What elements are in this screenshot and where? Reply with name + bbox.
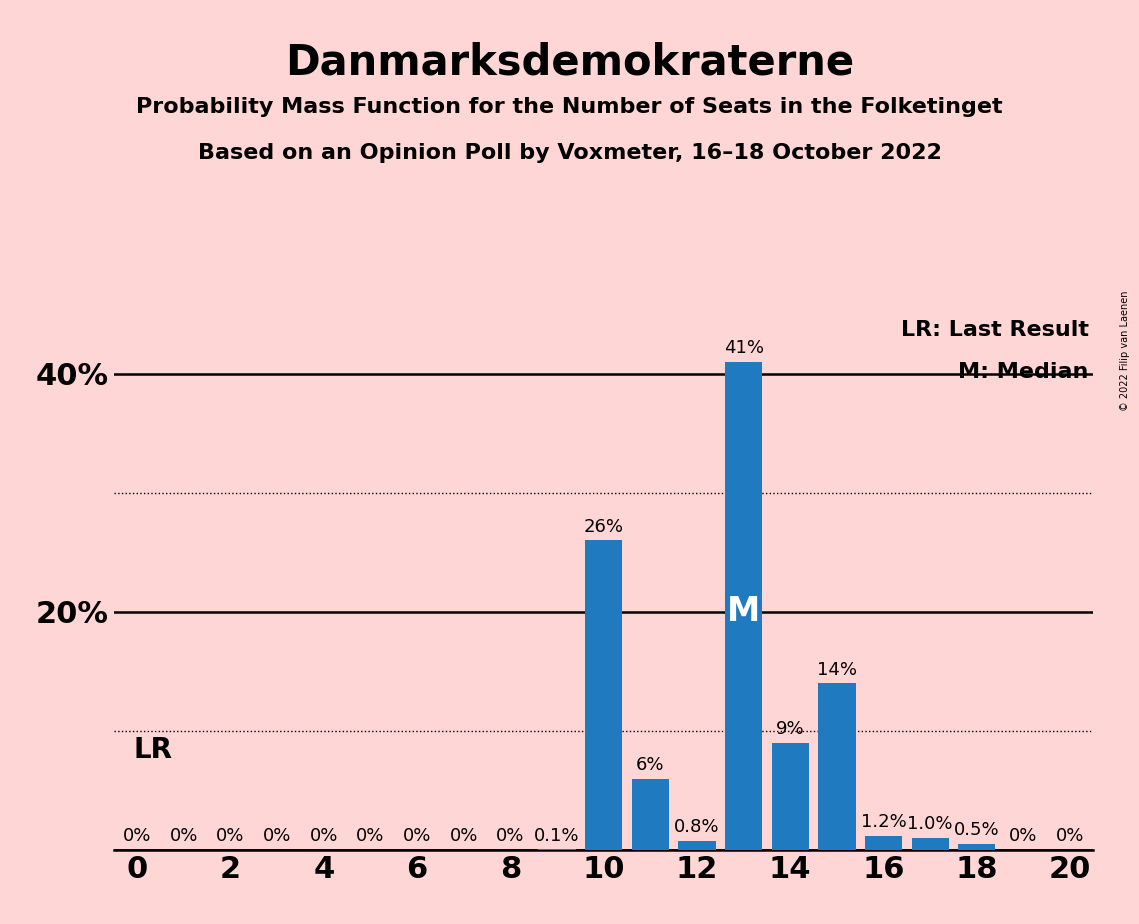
Text: 1.0%: 1.0% xyxy=(908,815,953,833)
Bar xyxy=(818,684,855,850)
Text: Based on an Opinion Poll by Voxmeter, 16–18 October 2022: Based on an Opinion Poll by Voxmeter, 16… xyxy=(197,143,942,164)
Bar xyxy=(958,845,995,850)
Text: Probability Mass Function for the Number of Seats in the Folketinget: Probability Mass Function for the Number… xyxy=(137,97,1002,117)
Bar xyxy=(865,836,902,850)
Text: 0%: 0% xyxy=(403,827,432,845)
Text: 0%: 0% xyxy=(170,827,198,845)
Text: 6%: 6% xyxy=(636,756,664,774)
Text: LR: Last Result: LR: Last Result xyxy=(901,320,1089,339)
Bar xyxy=(539,849,575,850)
Text: M: Median: M: Median xyxy=(958,362,1089,383)
Text: 14%: 14% xyxy=(817,661,857,678)
Text: 1.2%: 1.2% xyxy=(861,813,907,831)
Bar xyxy=(724,362,762,850)
Text: 0%: 0% xyxy=(1009,827,1038,845)
Text: 41%: 41% xyxy=(723,339,763,357)
Text: LR: LR xyxy=(133,736,172,764)
Text: 26%: 26% xyxy=(583,517,624,536)
Text: 0%: 0% xyxy=(263,827,292,845)
Text: M: M xyxy=(727,595,760,628)
Text: 0%: 0% xyxy=(497,827,525,845)
Text: 0%: 0% xyxy=(1056,827,1084,845)
Text: © 2022 Filip van Laenen: © 2022 Filip van Laenen xyxy=(1121,291,1130,411)
Bar xyxy=(632,779,669,850)
Bar xyxy=(585,541,622,850)
Text: 0.8%: 0.8% xyxy=(674,818,720,836)
Text: 0.5%: 0.5% xyxy=(954,821,1000,839)
Text: 0%: 0% xyxy=(357,827,385,845)
Bar xyxy=(911,838,949,850)
Text: 0%: 0% xyxy=(450,827,478,845)
Text: Danmarksdemokraterne: Danmarksdemokraterne xyxy=(285,42,854,83)
Text: 9%: 9% xyxy=(776,720,804,738)
Text: 0.1%: 0.1% xyxy=(534,827,580,845)
Bar xyxy=(771,743,809,850)
Text: 0%: 0% xyxy=(310,827,338,845)
Bar xyxy=(679,841,715,850)
Text: 0%: 0% xyxy=(123,827,151,845)
Text: 0%: 0% xyxy=(216,827,245,845)
